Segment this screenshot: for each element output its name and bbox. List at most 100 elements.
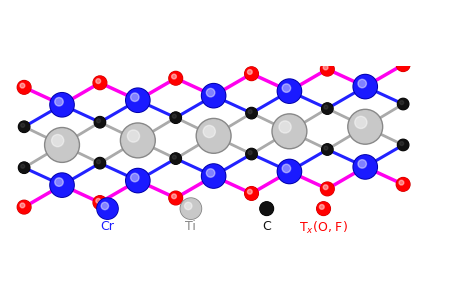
Circle shape [278, 80, 301, 102]
Circle shape [17, 200, 31, 214]
Circle shape [101, 202, 108, 210]
Circle shape [202, 85, 225, 107]
Circle shape [202, 164, 226, 188]
Circle shape [323, 65, 328, 70]
Circle shape [19, 162, 29, 173]
Circle shape [400, 100, 404, 105]
Circle shape [46, 129, 78, 161]
Circle shape [354, 75, 376, 98]
Circle shape [282, 84, 291, 92]
Circle shape [354, 156, 376, 178]
Circle shape [277, 159, 302, 184]
Circle shape [126, 168, 150, 193]
Circle shape [130, 93, 139, 101]
Circle shape [397, 139, 409, 151]
Circle shape [317, 202, 330, 215]
Circle shape [274, 115, 306, 147]
Circle shape [399, 60, 404, 65]
Circle shape [51, 174, 73, 196]
Circle shape [52, 135, 64, 147]
Circle shape [349, 111, 381, 143]
Circle shape [20, 203, 25, 208]
Circle shape [50, 93, 74, 117]
Circle shape [277, 79, 302, 103]
Circle shape [20, 83, 25, 88]
Circle shape [348, 109, 382, 144]
Circle shape [279, 121, 291, 133]
Circle shape [181, 199, 201, 218]
Circle shape [278, 160, 301, 183]
Circle shape [96, 199, 101, 203]
Circle shape [198, 120, 230, 152]
Text: Cr: Cr [100, 220, 114, 233]
Circle shape [320, 62, 334, 76]
Circle shape [126, 170, 149, 192]
Circle shape [245, 67, 258, 80]
Circle shape [21, 164, 25, 168]
Circle shape [282, 164, 291, 173]
Circle shape [320, 205, 324, 209]
Circle shape [396, 58, 410, 71]
Circle shape [55, 97, 63, 106]
Circle shape [246, 107, 257, 119]
Circle shape [324, 105, 328, 109]
Circle shape [19, 121, 29, 132]
Circle shape [358, 79, 366, 88]
Circle shape [248, 110, 252, 114]
Circle shape [50, 173, 74, 197]
Circle shape [169, 191, 183, 205]
Circle shape [94, 158, 105, 168]
Circle shape [261, 202, 273, 215]
Circle shape [170, 192, 182, 204]
Circle shape [246, 108, 257, 118]
Circle shape [396, 178, 410, 191]
Circle shape [96, 160, 100, 164]
Circle shape [202, 83, 226, 108]
Circle shape [397, 98, 409, 110]
Circle shape [171, 194, 176, 199]
Circle shape [172, 114, 176, 118]
Circle shape [207, 89, 215, 97]
Circle shape [399, 180, 404, 185]
Circle shape [55, 178, 63, 186]
Circle shape [323, 185, 328, 190]
Circle shape [248, 151, 252, 155]
Circle shape [122, 124, 154, 156]
Circle shape [322, 103, 333, 114]
Circle shape [246, 149, 257, 159]
Circle shape [130, 173, 139, 182]
Circle shape [317, 202, 330, 216]
Circle shape [203, 125, 216, 138]
Circle shape [397, 178, 410, 191]
Circle shape [126, 88, 150, 112]
Circle shape [18, 201, 31, 213]
Circle shape [94, 196, 106, 209]
Circle shape [45, 127, 80, 162]
Circle shape [245, 187, 258, 200]
Circle shape [207, 169, 215, 177]
Circle shape [93, 196, 107, 209]
Circle shape [398, 99, 408, 109]
Circle shape [170, 153, 181, 164]
Circle shape [355, 116, 367, 129]
Circle shape [96, 119, 100, 123]
Circle shape [94, 117, 105, 127]
Circle shape [18, 81, 31, 94]
Circle shape [169, 71, 183, 85]
Circle shape [322, 103, 333, 114]
Circle shape [245, 67, 258, 80]
Circle shape [246, 148, 257, 160]
Circle shape [196, 118, 231, 153]
Text: Ti: Ti [185, 220, 196, 233]
Circle shape [248, 189, 252, 194]
Circle shape [180, 198, 202, 219]
Circle shape [358, 160, 366, 168]
Circle shape [353, 74, 378, 99]
Circle shape [18, 121, 30, 132]
Circle shape [321, 63, 333, 75]
Circle shape [398, 140, 408, 150]
Circle shape [248, 70, 252, 74]
Circle shape [320, 182, 334, 196]
Circle shape [21, 123, 25, 127]
Circle shape [170, 112, 181, 123]
